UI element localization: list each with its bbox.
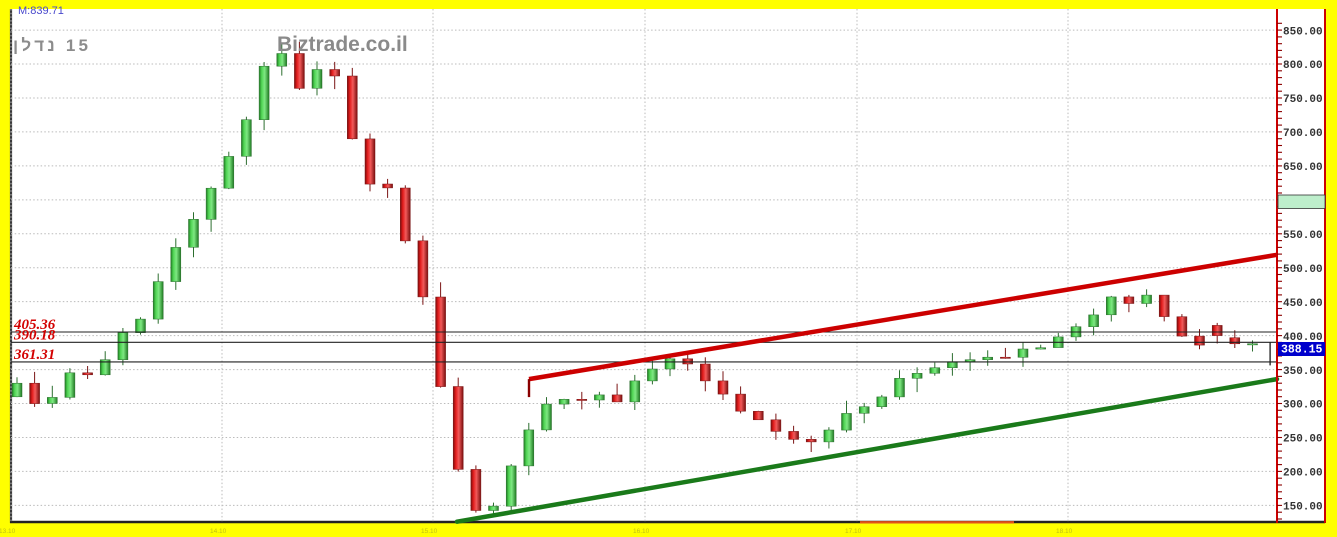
svg-text:15.10: 15.10: [421, 528, 438, 535]
svg-text:200.00: 200.00: [1283, 468, 1323, 480]
svg-text:800.00: 800.00: [1283, 60, 1323, 72]
svg-text:750.00: 750.00: [1283, 94, 1323, 106]
svg-text:150.00: 150.00: [1283, 502, 1323, 514]
svg-text:390.18: 390.18: [13, 327, 56, 343]
svg-text:18.10: 18.10: [1056, 528, 1073, 535]
svg-text:700.00: 700.00: [1283, 128, 1323, 140]
svg-text:300.00: 300.00: [1283, 400, 1323, 412]
svg-text:17.10: 17.10: [845, 528, 862, 535]
svg-text:550.00: 550.00: [1283, 230, 1323, 242]
svg-text:650.00: 650.00: [1283, 162, 1323, 174]
svg-text:388.15: 388.15: [1281, 344, 1323, 357]
svg-text:361.31: 361.31: [13, 347, 55, 363]
svg-text:250.00: 250.00: [1283, 434, 1323, 446]
svg-text:850.00: 850.00: [1283, 26, 1323, 38]
svg-text:14.10: 14.10: [210, 528, 227, 535]
svg-text:13.10: 13.10: [0, 528, 16, 535]
svg-text:350.00: 350.00: [1283, 366, 1323, 378]
svg-text:500.00: 500.00: [1283, 264, 1323, 276]
svg-text:450.00: 450.00: [1283, 298, 1323, 310]
svg-text:16.10: 16.10: [633, 528, 650, 535]
